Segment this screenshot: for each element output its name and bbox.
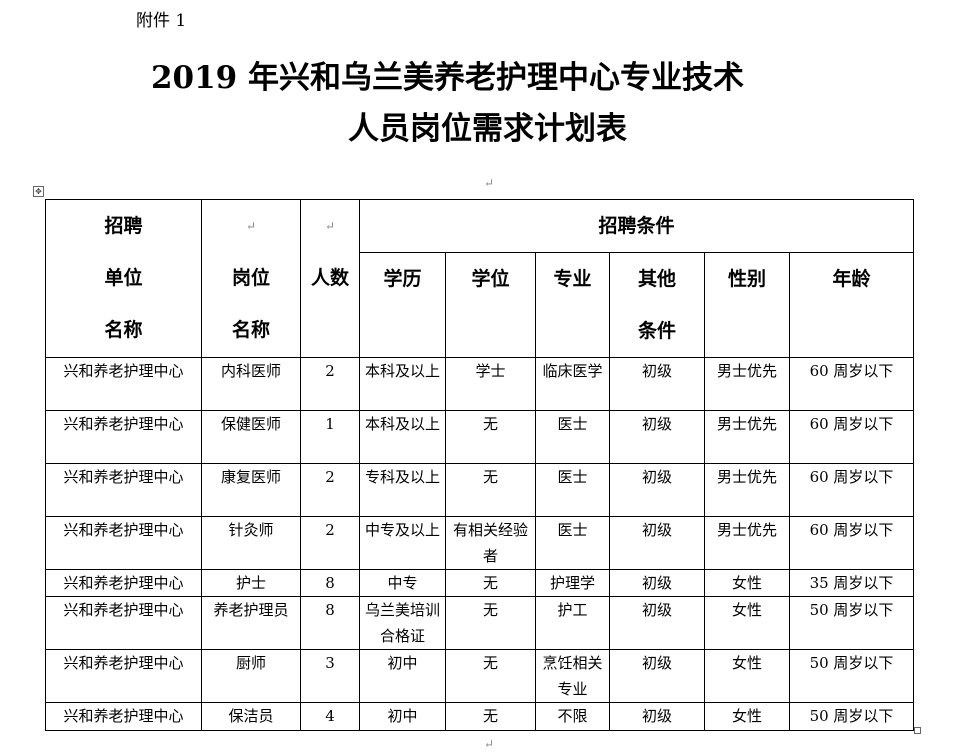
cell-degree: 学士 [445,357,536,411]
cell-major: 护理学 [535,569,610,597]
cell-other: 初级 [609,357,705,411]
cell-education: 乌兰美培训合格证 [359,596,446,650]
cell-education: 初中 [359,649,446,703]
table-row: 兴和养老护理中心 康复医师 2 专科及以上无医士 初级 男士优先 60 周岁以下 [45,463,914,517]
header-major: 专业 [535,252,610,358]
header-gender: 性别 [704,252,790,358]
cell-other: 初级 [609,569,705,597]
cell-count: 3 [300,649,360,703]
table-row: 兴和养老护理中心 保洁员 4 初中无不限 初级 女性 50 周岁以下 [45,702,914,731]
header-count: ↵ 人数 [300,199,360,358]
cell-degree: 无 [445,649,536,703]
cell-position: 厨师 [201,649,301,703]
cell-age: 35 周岁以下 [789,569,914,597]
cell-education: 中专 [359,569,446,597]
header-education: 学历 [359,252,446,358]
cell-degree: 无 [445,463,536,517]
cell-gender: 男士优先 [704,357,790,411]
header-unit: 招聘 单位 名称 [45,199,202,358]
cell-age: 60 周岁以下 [789,516,914,570]
table-row: 兴和养老护理中心 内科医师 2 本科及以上 学士 临床医学 初级 男士优先 60 周岁以下 [45,357,914,411]
attachment-label: 附件 1 [136,11,187,31]
cell-major: 烹饪相关专业 [535,649,610,703]
cell-major: 医士 [535,516,610,570]
cell-age: 60 周岁以下 [789,357,914,411]
cell-position: 护士 [201,569,301,597]
cell-other: 初级 [609,410,705,464]
cell-count: 4 [300,702,360,731]
cell-degree: 无 [445,410,536,464]
recruitment-table: 招聘 单位 名称 ↵ 岗位 名称 ↵ 人数 招聘条件 学历 学位 专业 其他 条件 性别 年… [45,199,914,731]
cell-degree: 无 [445,569,536,597]
header-age: 年龄 [789,252,914,358]
paragraph-mark-icon: ↵ [484,176,495,190]
cell-position: 针灸师 [201,516,301,570]
table-row: 兴和养老护理中心 护士 8 中专无护理学 初级 女性 35 周岁以下 [45,569,914,597]
cell-age: 50 周岁以下 [789,649,914,703]
table-row: 兴和养老护理中心 针灸师 2 中专及以上 有相关经验者 医士 初级 男士优先 60 周岁以下 [45,516,914,570]
cell-unit: 兴和养老护理中心 [45,596,202,650]
cell-education: 本科及以上 [359,357,446,411]
page-title-line2: 人员岗位需求计划表 [348,111,627,147]
cell-other: 初级 [609,702,705,731]
cell-unit: 兴和养老护理中心 [45,649,202,703]
cell-major: 不限 [535,702,610,731]
cell-position: 养老护理员 [201,596,301,650]
cell-gender: 女性 [704,569,790,597]
cell-major: 临床医学 [535,357,610,411]
cell-count: 1 [300,410,360,464]
table-row: 兴和养老护理中心 养老护理员 8 乌兰美培训合格证无护工 初级 女性 50 周岁以下 [45,596,914,650]
cell-age: 60 周岁以下 [789,410,914,464]
cell-other: 初级 [609,516,705,570]
cell-degree: 无 [445,596,536,650]
table-move-handle[interactable]: ✥ [33,186,44,197]
cell-major: 医士 [535,410,610,464]
cell-count: 8 [300,569,360,597]
cell-count: 2 [300,463,360,517]
cell-gender: 男士优先 [704,463,790,517]
cell-major: 医士 [535,463,610,517]
cell-unit: 兴和养老护理中心 [45,463,202,517]
cell-age: 50 周岁以下 [789,596,914,650]
table-row: 兴和养老护理中心 保健医师 1 本科及以上无医士 初级 男士优先 60 周岁以下 [45,410,914,464]
cell-unit: 兴和养老护理中心 [45,516,202,570]
cell-major: 护工 [535,596,610,650]
cell-degree: 有相关经验者 [445,516,536,570]
cell-position: 康复医师 [201,463,301,517]
header-position: ↵ 岗位 名称 [201,199,301,358]
cell-education: 本科及以上 [359,410,446,464]
paragraph-mark-icon: ↵ [484,737,495,751]
header-other: 其他 条件 [609,252,705,358]
cell-count: 2 [300,516,360,570]
cell-gender: 女性 [704,702,790,731]
cell-unit: 兴和养老护理中心 [45,410,202,464]
cell-gender: 女性 [704,649,790,703]
cell-gender: 男士优先 [704,410,790,464]
cell-position: 保健医师 [201,410,301,464]
table-row: 兴和养老护理中心 厨师 3 初中无烹饪相关专业 初级 女性 50 周岁以下 [45,649,914,703]
cell-age: 60 周岁以下 [789,463,914,517]
cell-count: 8 [300,596,360,650]
cell-position: 保洁员 [201,702,301,731]
cell-education: 中专及以上 [359,516,446,570]
cell-unit: 兴和养老护理中心 [45,569,202,597]
cell-other: 初级 [609,463,705,517]
page-title-line1: 2019 年兴和乌兰美养老护理中心专业技术 [150,60,745,96]
cell-education: 专科及以上 [359,463,446,517]
cell-gender: 男士优先 [704,516,790,570]
header-conditions: 招聘条件 [359,199,914,253]
cell-unit: 兴和养老护理中心 [45,357,202,411]
cell-other: 初级 [609,649,705,703]
header-degree: 学位 [445,252,536,358]
cell-education: 初中 [359,702,446,731]
cell-degree: 无 [445,702,536,731]
cell-position: 内科医师 [201,357,301,411]
table-resize-handle[interactable] [914,727,921,734]
cell-gender: 女性 [704,596,790,650]
cell-other: 初级 [609,596,705,650]
cell-count: 2 [300,357,360,411]
cell-age: 50 周岁以下 [789,702,914,731]
cell-unit: 兴和养老护理中心 [45,702,202,731]
